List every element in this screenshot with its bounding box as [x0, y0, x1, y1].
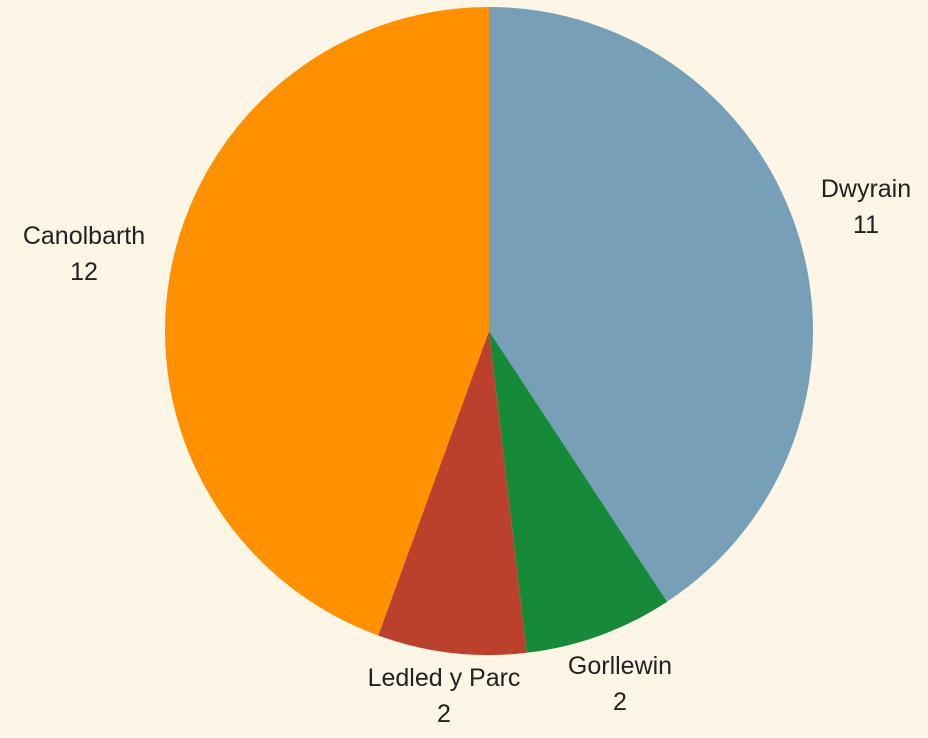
slice-label-canolbarth: Canolbarth — [23, 222, 145, 250]
pie-slice-gorllewin — [489, 331, 668, 653]
slice-label-ledled-y-parc: Ledled y Parc — [368, 664, 521, 692]
labels-layer: Dwyrain 11 Gorllewin 2 Ledled y Parc 2 Canolba… — [23, 175, 911, 728]
slice-label-gorllewin: Gorllewin — [568, 652, 672, 680]
pie-slice-canolbarth — [165, 7, 489, 636]
slice-value-ledled-y-parc: 2 — [437, 700, 451, 728]
slice-value-gorllewin: 2 — [613, 688, 627, 716]
pie-slice-dwyrain — [489, 7, 814, 602]
slice-value-dwyrain: 11 — [853, 211, 879, 239]
slice-label-dwyrain: Dwyrain — [821, 175, 911, 203]
slices-layer — [165, 7, 814, 655]
slice-value-canolbarth: 12 — [70, 258, 98, 286]
pie-slice-ledled-y-parc — [378, 331, 527, 655]
